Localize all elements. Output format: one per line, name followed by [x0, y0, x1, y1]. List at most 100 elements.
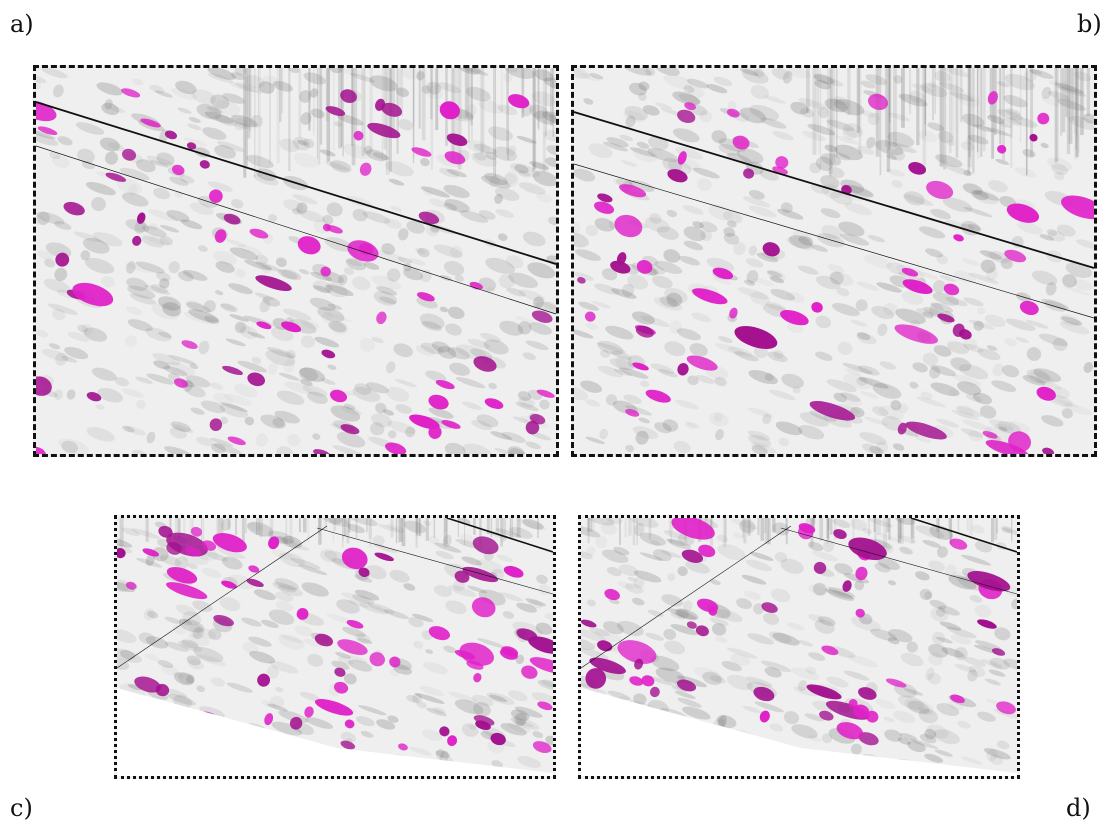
texture-speck: [639, 532, 666, 546]
texture-speck: [444, 442, 466, 454]
texture-speck: [327, 303, 343, 310]
texture-speck: [655, 667, 686, 684]
texture-speck: [336, 68, 363, 77]
magenta-highlight: [55, 252, 70, 267]
texture-speck: [754, 701, 784, 713]
texture-speck: [897, 737, 911, 745]
texture-speck: [517, 720, 535, 728]
texture-speck: [544, 613, 553, 622]
texture-streak: [219, 518, 224, 537]
texture-speck: [172, 424, 194, 433]
texture-speck: [850, 616, 881, 632]
texture-speck: [716, 534, 729, 543]
texture-speck: [654, 422, 672, 434]
texture-speck: [767, 351, 788, 363]
texture-speck: [36, 133, 59, 146]
texture-speck: [1068, 115, 1094, 130]
texture-speck: [618, 564, 639, 577]
texture-speck: [165, 361, 196, 376]
texture-speck: [835, 135, 860, 145]
magenta-highlight: [614, 214, 643, 238]
texture-speck: [856, 333, 877, 345]
interpretation-line: [780, 527, 1017, 595]
texture-streak: [957, 518, 960, 533]
texture-speck: [359, 338, 375, 352]
texture-speck: [1004, 108, 1021, 117]
texture-speck: [443, 260, 465, 276]
texture-speck: [229, 82, 256, 93]
texture-speck: [962, 223, 975, 230]
magenta-highlight: [819, 710, 834, 721]
texture-speck: [320, 549, 338, 563]
texture-speck: [182, 269, 208, 281]
texture-speck: [793, 686, 818, 697]
texture-speck: [447, 347, 470, 360]
texture-speck: [276, 390, 305, 405]
texture-speck: [574, 249, 602, 261]
texture-speck: [808, 614, 825, 623]
texture-speck: [1004, 73, 1035, 91]
texture-speck: [163, 366, 188, 377]
texture-streak: [430, 68, 434, 171]
magenta-highlight: [334, 667, 346, 677]
texture-speck: [298, 268, 310, 275]
texture-speck: [146, 431, 156, 444]
magenta-highlight: [858, 687, 877, 700]
texture-speck: [591, 300, 612, 309]
texture-speck: [605, 518, 623, 525]
texture-speck: [303, 638, 324, 648]
texture-streak: [276, 68, 280, 164]
texture-streak: [816, 68, 819, 134]
texture-speck: [857, 365, 880, 376]
texture-streak: [939, 68, 944, 167]
texture-speck: [723, 227, 736, 237]
texture-speck: [166, 210, 190, 222]
texture-speck: [517, 391, 532, 401]
texture-speck: [342, 143, 371, 159]
texture-speck: [606, 137, 629, 148]
texture-speck: [158, 296, 181, 311]
texture-speck: [175, 604, 197, 616]
magenta-highlight: [334, 681, 349, 694]
texture-speck: [365, 382, 389, 394]
texture-streak: [486, 518, 490, 534]
texture-speck: [916, 396, 947, 408]
texture-speck: [119, 649, 136, 660]
texture-speck: [718, 715, 727, 728]
texture-streak: [836, 68, 838, 157]
texture-speck: [362, 211, 391, 224]
texture-speck: [848, 655, 878, 668]
magenta-highlight: [140, 118, 161, 128]
texture-speck: [667, 538, 691, 550]
interpretation-line: [446, 518, 553, 553]
texture-speck: [574, 386, 588, 401]
texture-speck: [53, 84, 64, 98]
texture-speck: [436, 82, 462, 94]
texture-speck: [516, 719, 540, 730]
texture-speck: [346, 390, 356, 396]
texture-speck: [727, 647, 758, 659]
texture-speck: [246, 154, 274, 169]
texture-speck: [745, 559, 772, 572]
texture-speck: [818, 107, 829, 119]
texture-speck: [352, 594, 375, 605]
magenta-highlight: [677, 363, 689, 376]
texture-speck: [124, 335, 138, 347]
texture-streak: [298, 68, 302, 138]
magenta-highlight: [967, 571, 1011, 592]
magenta-highlight: [222, 365, 243, 376]
texture-speck: [914, 435, 931, 443]
texture-speck: [292, 136, 311, 151]
texture-speck: [219, 403, 249, 418]
texture-speck: [629, 82, 647, 96]
texture-speck: [476, 414, 499, 428]
magenta-highlight: [499, 648, 518, 660]
texture-speck: [574, 272, 594, 281]
magenta-highlight: [340, 740, 356, 750]
magenta-highlight: [257, 673, 271, 687]
texture-speck: [58, 438, 89, 454]
texture-speck: [911, 83, 934, 93]
magenta-highlight: [181, 340, 198, 349]
texture-speck: [286, 349, 296, 359]
texture-speck: [960, 428, 984, 438]
